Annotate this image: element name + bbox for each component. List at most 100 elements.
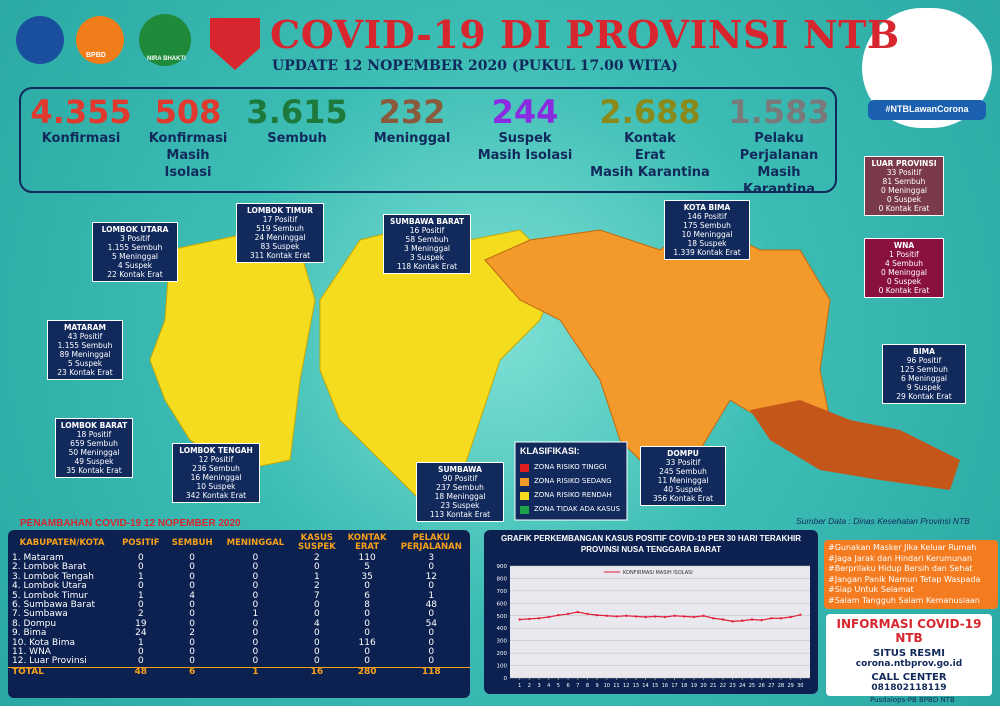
x-tick-label: 6	[566, 683, 569, 689]
x-tick-label: 28	[778, 683, 784, 689]
header-cell: PELAKU PERJALANAN	[393, 532, 470, 554]
y-tick-label: 900	[497, 564, 508, 570]
legend-swatch	[520, 478, 529, 486]
point	[644, 615, 647, 619]
tip: #Salam Tangguh Salam Kemanusiaan	[828, 595, 980, 605]
region-line: 12 Positif	[198, 455, 234, 464]
plot-area	[510, 566, 810, 678]
cell: 0	[252, 647, 259, 658]
cell: 1	[313, 571, 320, 582]
region-line: 16 Positif	[409, 226, 445, 235]
region-name: LOMBOK TIMUR	[246, 206, 314, 215]
point	[528, 617, 531, 621]
legend-label: ZONA TIDAK ADA KASUS	[534, 505, 621, 513]
cell: 7. Sumbawa	[12, 609, 68, 620]
logo	[16, 16, 64, 64]
header-text: KASUS	[300, 533, 333, 543]
region-line: 342 Kontak Erat	[185, 491, 247, 500]
stat-label: Perjalanan	[739, 148, 819, 163]
region-line: 1.155 Sembuh	[107, 243, 163, 252]
region-line: 23 Kontak Erat	[57, 368, 113, 377]
cell: 0	[137, 553, 144, 563]
cell: 2	[189, 628, 196, 639]
info-label: SITUS RESMI	[873, 648, 945, 659]
stat: 508 Konfirmasi Masih Isolasi	[138, 94, 238, 181]
cell: 0	[428, 637, 435, 648]
cell: 0	[428, 647, 435, 658]
stat-label: Erat	[634, 148, 666, 163]
region-box: LOMBOK UTARA 3 Positif 1.155 Sembuh 5 Menin…	[92, 222, 178, 282]
x-tick-label: 30	[797, 683, 803, 689]
region-line: 3 Meninggal	[403, 244, 451, 253]
region-box: SUMBAWA 90 Positif 237 Sembuh 18 Meninggal 2…	[416, 462, 504, 522]
region-name: KOTA BIMA	[683, 203, 731, 212]
cell: 0	[189, 637, 196, 648]
logo	[76, 16, 124, 64]
stat-label: Meninggal	[373, 131, 451, 146]
cell: 0	[189, 656, 196, 667]
region-line: 0 Suspek	[886, 195, 922, 204]
info-value: 081802118119	[871, 683, 947, 693]
cell: 0	[189, 562, 196, 573]
cell: 0	[137, 656, 144, 667]
x-tick-label: 14	[642, 683, 648, 689]
cell: 0	[189, 571, 196, 582]
stat-label: Konfirmasi	[41, 131, 121, 146]
chart-title: GRAFIK PERKEMBANGAN KASUS POSITIF COVID-…	[500, 534, 802, 554]
stat: 3.615 Sembuh	[242, 94, 352, 147]
header-row: KABUPATEN/KOTA POSITIF SEMBUH MENINGGAL KASU…	[8, 532, 470, 554]
stat: 1.583 Pelaku Perjalanan Masih Karantina	[720, 94, 838, 198]
tip: #Berprilaku Hidup Bersih dan Sehat	[828, 564, 973, 573]
header-text: PELAKU	[412, 533, 450, 543]
region-box: LOMBOK TIMUR 17 Positif 519 Sembuh 24 Menin…	[236, 203, 324, 263]
region-box: MATARAM 43 Positif 1.155 Sembuh 89 Meningga…	[47, 320, 123, 380]
cell: 0	[252, 581, 259, 592]
cell: 1	[252, 609, 259, 620]
x-tick-label: 3	[537, 683, 540, 689]
point	[586, 612, 589, 616]
point	[653, 615, 657, 618]
total-row: TOTAL 48 6 1 16 280 118	[8, 667, 470, 677]
x-tick-label: 23	[729, 683, 735, 689]
legend-title: KLASIFIKASI:	[520, 446, 580, 456]
stat-label: Kontak	[624, 131, 676, 146]
region-line: 4 Suspek	[117, 261, 153, 270]
cell: 0	[364, 647, 370, 658]
stat-value: 232	[378, 93, 446, 131]
region-line: 5 Meninggal	[111, 252, 159, 261]
legend-label: KONFIRMASI MASIH ISOLASI	[623, 570, 693, 576]
region-line: 1 Positif	[889, 250, 919, 259]
cell: 0	[364, 581, 370, 592]
cell: 7	[313, 590, 320, 601]
cell: 3. Lombok Tengah	[12, 571, 95, 582]
cell: 5. Lombok Timur	[12, 590, 88, 601]
point	[537, 617, 541, 620]
table-panel: KABUPATEN/KOTA POSITIF SEMBUH MENINGGAL KASU…	[8, 530, 470, 698]
logo-text: BPBD	[86, 52, 106, 59]
table-title: PENAMBAHAN COVID-19 12 NOPEMBER 2020	[20, 518, 241, 529]
header-cell: POSITIF	[116, 532, 165, 554]
cell: 0	[428, 562, 435, 573]
region-line: 175 Sembuh	[683, 221, 731, 230]
info-label: CALL CENTER	[871, 672, 947, 683]
x-tick-label: 19	[691, 683, 697, 689]
x-tick-label: 7	[576, 683, 579, 689]
region-name: WNA	[893, 241, 915, 250]
cell: 19	[135, 618, 147, 629]
row: 2. Lombok Barat 0 0 0 0 5 0	[8, 562, 470, 573]
logo	[139, 14, 191, 66]
region-line: 83 Suspek	[260, 242, 300, 251]
legend-swatch	[520, 492, 529, 500]
cell: 0	[313, 647, 320, 658]
cell: 0	[252, 637, 259, 648]
region-line: 1.339 Kontak Erat	[673, 248, 741, 257]
cell: 11. WNA	[12, 647, 51, 658]
row: 3. Lombok Tengah 1 0 0 1 35 12	[8, 571, 470, 582]
cell: 0	[364, 628, 370, 639]
region-line: 17 Positif	[262, 215, 298, 224]
y-tick-label: 200	[497, 651, 508, 657]
governor-badge	[862, 8, 992, 128]
cell: 0	[137, 600, 144, 611]
legend-swatch	[520, 506, 529, 514]
